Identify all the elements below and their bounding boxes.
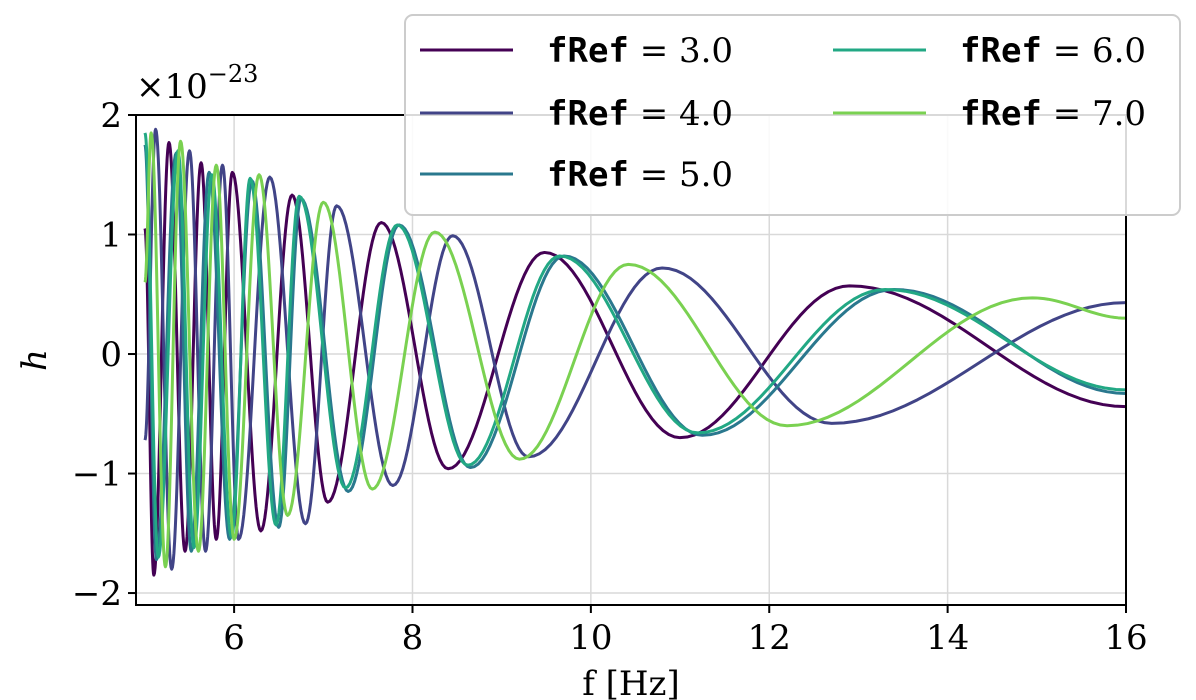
legend-label-3: fRef = 5.0 [547, 155, 733, 195]
y-tick-label: 1 [100, 216, 122, 256]
series-line-3 [143, 144, 1127, 562]
y-axis-label: h [15, 349, 55, 371]
y-tick-label: 0 [100, 335, 122, 375]
ticks [128, 114, 1127, 613]
y-tick-label: −2 [72, 574, 122, 614]
x-tick-label: 10 [569, 618, 612, 658]
legend: fRef = 3.0 fRef = 4.0 fRef = 5.0 fRef = 6.0… [404, 14, 1181, 216]
legend-items: fRef = 3.0 fRef = 4.0 fRef = 5.0 fRef = 6.0… [420, 31, 1146, 195]
x-axis-label: f [Hz] [582, 664, 679, 700]
legend-label-1: fRef = 3.0 [547, 31, 733, 71]
offset-label-base: ×10 [136, 67, 208, 107]
y-tick-label: −1 [72, 455, 122, 495]
series-line-1 [143, 140, 1127, 577]
offset-label: ×10−23 [136, 60, 258, 107]
series-line-4 [143, 132, 1127, 559]
series-line-5 [143, 131, 1127, 569]
x-tick-label: 6 [223, 618, 245, 658]
x-tick-label: 16 [1104, 618, 1147, 658]
x-tick-label: 12 [748, 618, 791, 658]
x-tick-label: 14 [926, 618, 969, 658]
legend-label-4: fRef = 6.0 [960, 31, 1146, 71]
legend-box [404, 14, 1181, 216]
series-lines [143, 127, 1127, 577]
y-tick-label: 2 [100, 96, 122, 136]
legend-label-5: fRef = 7.0 [960, 94, 1146, 134]
x-tick-label: 8 [402, 618, 424, 658]
legend-label-2: fRef = 4.0 [547, 94, 733, 134]
offset-label-exponent: −23 [208, 60, 259, 88]
